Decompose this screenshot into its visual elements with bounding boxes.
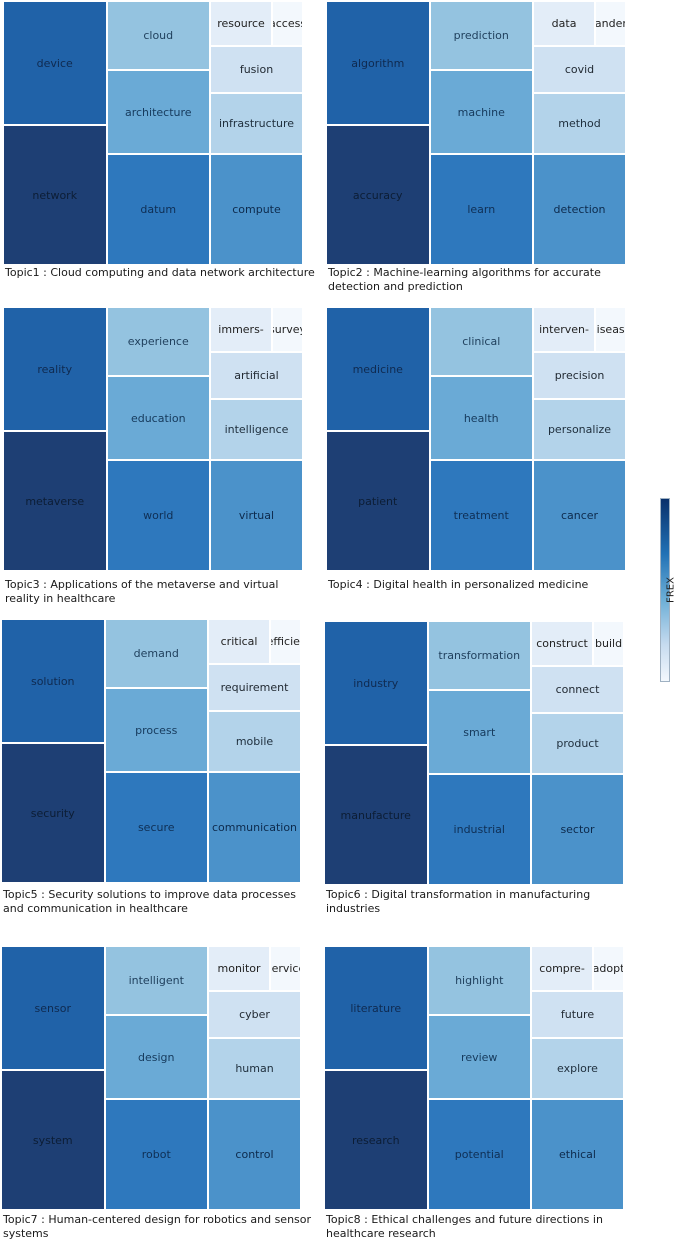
treemap-cell-sector: sector <box>531 774 624 885</box>
colorbar-label: FREX <box>665 577 677 603</box>
treemap-cell-research: research <box>324 1070 428 1210</box>
treemap-cell-datum: datum <box>106 154 210 265</box>
treemap-cell-treatment: treatment <box>429 460 533 571</box>
treemap-cell-survey: survey <box>272 307 303 353</box>
treemap-cell-interven: interven- <box>533 307 596 353</box>
treemap-cell-explore: explore <box>531 1037 624 1100</box>
treemap-cell-personalize: personalize <box>533 398 626 461</box>
treemap-cell-pandem: pandem <box>595 1 626 47</box>
treemap-cell-control: control <box>208 1099 301 1210</box>
treemap-cell-review: review <box>427 1015 531 1100</box>
treemap-cell-demand: demand <box>104 619 208 689</box>
treemap-cell-requirement: requirement <box>208 664 301 711</box>
caption-topic3: Topic3 : Applications of the metaverse a… <box>5 578 279 605</box>
treemap-cell-device: device <box>3 1 107 126</box>
treemap-cell-immers: immers- <box>210 307 273 353</box>
treemap-cell-compute: compute <box>210 154 303 265</box>
treemap-cell-build: build <box>593 621 624 667</box>
treemap-cell-design: design <box>104 1015 208 1100</box>
treemap-cell-construct: construct <box>531 621 594 667</box>
treemap-cell-precision: precision <box>533 352 626 399</box>
treemap-topic1: network device datum compute architecture clo… <box>3 1 303 265</box>
treemap-cell-industry: industry <box>324 621 428 746</box>
treemap-cell-industrial: industrial <box>427 774 531 885</box>
caption-topic1: Topic1 : Cloud computing and data networ… <box>5 266 315 279</box>
treemap-cell-security: security <box>1 743 105 883</box>
treemap-cell-human: human <box>208 1037 301 1100</box>
treemap-cell-communication: communication <box>208 772 301 883</box>
treemap-cell-data: data <box>533 1 596 47</box>
treemap-cell-detection: detection <box>533 154 626 265</box>
treemap-cell-adopt: adopt <box>593 946 624 992</box>
treemap-cell-manufacture: manufacture <box>324 745 428 885</box>
treemap-cell-accuracy: accuracy <box>326 125 430 265</box>
treemap-cell-process: process <box>104 688 208 773</box>
treemap-cell-education: education <box>106 376 210 461</box>
treemap-cell-highlight: highlight <box>427 946 531 1016</box>
caption-topic7: Topic7 : Human-centered design for robot… <box>3 1213 312 1240</box>
treemap-topic7: system sensor robot control design intelligen… <box>1 946 301 1210</box>
treemap-cell-network: network <box>3 125 107 265</box>
treemap-cell-algorithm: algorithm <box>326 1 430 126</box>
treemap-cell-covid: covid <box>533 46 626 93</box>
treemap-cell-prediction: prediction <box>429 1 533 71</box>
caption-topic2: Topic2 : Machine-learning algorithms for… <box>328 266 601 293</box>
treemap-topic2: accuracy algorithm learn detection machine pr… <box>326 1 626 265</box>
caption-topic8: Topic8 : Ethical challenges and future d… <box>326 1213 603 1240</box>
treemap-cell-mobile: mobile <box>208 710 301 773</box>
treemap-cell-infrastructure: infrastructure <box>210 92 303 155</box>
treemap-cell-clinical: clinical <box>429 307 533 377</box>
treemap-cell-artificial: artificial <box>210 352 303 399</box>
treemap-topic5: security solution secure communication proce… <box>1 619 301 883</box>
treemap-cell-sensor: sensor <box>1 946 105 1071</box>
treemap-cell-future: future <box>531 991 624 1038</box>
treemap-cell-fusion: fusion <box>210 46 303 93</box>
caption-topic5: Topic5 : Security solutions to improve d… <box>3 888 296 915</box>
treemap-cell-architecture: architecture <box>106 70 210 155</box>
caption-topic6: Topic6 : Digital transformation in manuf… <box>326 888 591 915</box>
treemap-cell-robot: robot <box>104 1099 208 1210</box>
treemap-cell-intelligence: intelligence <box>210 398 303 461</box>
treemap-cell-machine: machine <box>429 70 533 155</box>
treemap-cell-health: health <box>429 376 533 461</box>
treemap-topic8: research literature potential ethical review… <box>324 946 624 1210</box>
treemap-cell-access: access <box>272 1 303 47</box>
treemap-cell-patient: patient <box>326 431 430 571</box>
treemap-cell-solution: solution <box>1 619 105 744</box>
treemap-cell-experience: experience <box>106 307 210 377</box>
treemap-cell-intelligent: intelligent <box>104 946 208 1016</box>
treemap-cell-metaverse: metaverse <box>3 431 107 571</box>
treemap-cell-product: product <box>531 712 624 775</box>
treemap-cell-reality: reality <box>3 307 107 432</box>
treemap-cell-monitor: monitor <box>208 946 271 992</box>
treemap-cell-learn: learn <box>429 154 533 265</box>
treemap-cell-cyber: cyber <box>208 991 301 1038</box>
treemap-topic3: metaverse reality world virtual education exp… <box>3 307 303 571</box>
treemap-cell-resource: resource <box>210 1 273 47</box>
treemap-cell-cancer: cancer <box>533 460 626 571</box>
treemap-topic4: patient medicine treatment cancer health clin… <box>326 307 626 571</box>
treemap-cell-virtual: virtual <box>210 460 303 571</box>
treemap-cell-efficier: efficier <box>270 619 301 665</box>
treemap-cell-potential: potential <box>427 1099 531 1210</box>
colorbar <box>660 498 670 682</box>
treemap-cell-transformation: transformation <box>427 621 531 691</box>
treemap-cell-connect: connect <box>531 666 624 713</box>
treemap-cell-system: system <box>1 1070 105 1210</box>
treemap-cell-method: method <box>533 92 626 155</box>
treemap-cell-disease: disease <box>595 307 626 353</box>
treemap-cell-secure: secure <box>104 772 208 883</box>
caption-topic4: Topic4 : Digital health in personalized … <box>328 578 589 591</box>
treemap-cell-cloud: cloud <box>106 1 210 71</box>
treemap-cell-compre: compre- <box>531 946 594 992</box>
treemap-cell-critical: critical <box>208 619 271 665</box>
treemap-cell-ethical: ethical <box>531 1099 624 1210</box>
treemap-cell-service: service <box>270 946 301 992</box>
treemap-topic6: manufacture industry industrial sector smart… <box>324 621 624 885</box>
treemap-cell-literature: literature <box>324 946 428 1071</box>
treemap-cell-smart: smart <box>427 690 531 775</box>
treemap-cell-world: world <box>106 460 210 571</box>
treemap-cell-medicine: medicine <box>326 307 430 432</box>
